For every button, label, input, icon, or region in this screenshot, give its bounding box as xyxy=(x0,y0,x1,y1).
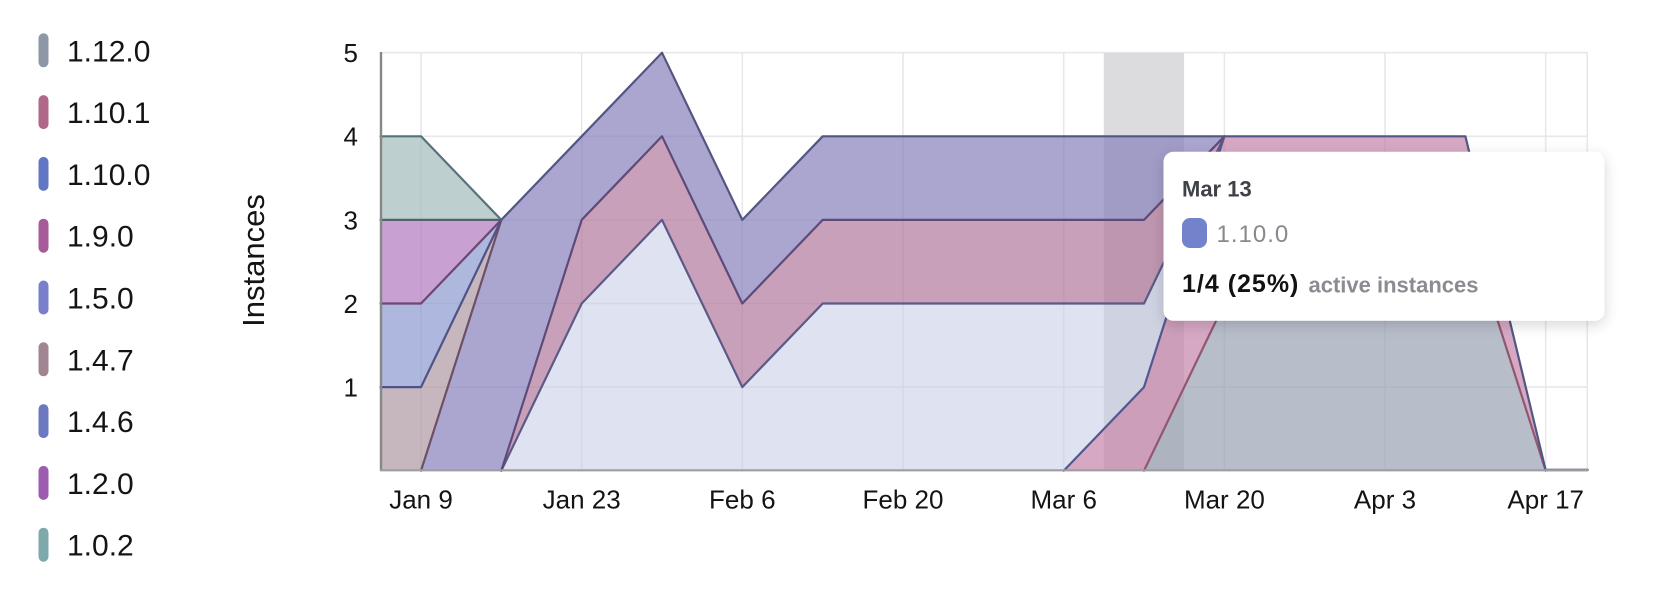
svg-text:1.10.0: 1.10.0 xyxy=(1217,221,1290,248)
svg-text:active instances: active instances xyxy=(1309,273,1479,298)
svg-text:4: 4 xyxy=(344,122,358,152)
svg-text:Instances: Instances xyxy=(236,194,271,327)
svg-text:Apr 17: Apr 17 xyxy=(1507,485,1584,515)
svg-text:1.5.0: 1.5.0 xyxy=(67,283,134,316)
svg-text:1: 1 xyxy=(344,373,358,403)
svg-text:Mar 6: Mar 6 xyxy=(1030,485,1096,515)
svg-text:1.0.2: 1.0.2 xyxy=(67,530,134,563)
svg-text:1/4 (25%): 1/4 (25%) xyxy=(1182,270,1299,298)
svg-text:Mar 13: Mar 13 xyxy=(1182,177,1252,202)
svg-text:2: 2 xyxy=(344,289,358,319)
svg-text:1.10.0: 1.10.0 xyxy=(67,159,150,192)
svg-text:3: 3 xyxy=(344,205,358,235)
svg-text:1.10.1: 1.10.1 xyxy=(67,97,150,130)
svg-text:Feb 20: Feb 20 xyxy=(863,485,944,515)
svg-text:1.9.0: 1.9.0 xyxy=(67,221,134,254)
svg-text:1.2.0: 1.2.0 xyxy=(67,468,134,501)
svg-text:Jan 9: Jan 9 xyxy=(389,485,453,515)
svg-text:1.12.0: 1.12.0 xyxy=(67,35,150,68)
svg-text:Feb 6: Feb 6 xyxy=(709,485,776,515)
svg-text:1.4.6: 1.4.6 xyxy=(67,406,134,439)
svg-text:Mar 20: Mar 20 xyxy=(1184,485,1265,515)
svg-text:Jan 23: Jan 23 xyxy=(543,485,621,515)
svg-text:1.4.7: 1.4.7 xyxy=(67,344,134,377)
svg-text:5: 5 xyxy=(344,38,358,68)
svg-text:Apr 3: Apr 3 xyxy=(1354,485,1416,515)
